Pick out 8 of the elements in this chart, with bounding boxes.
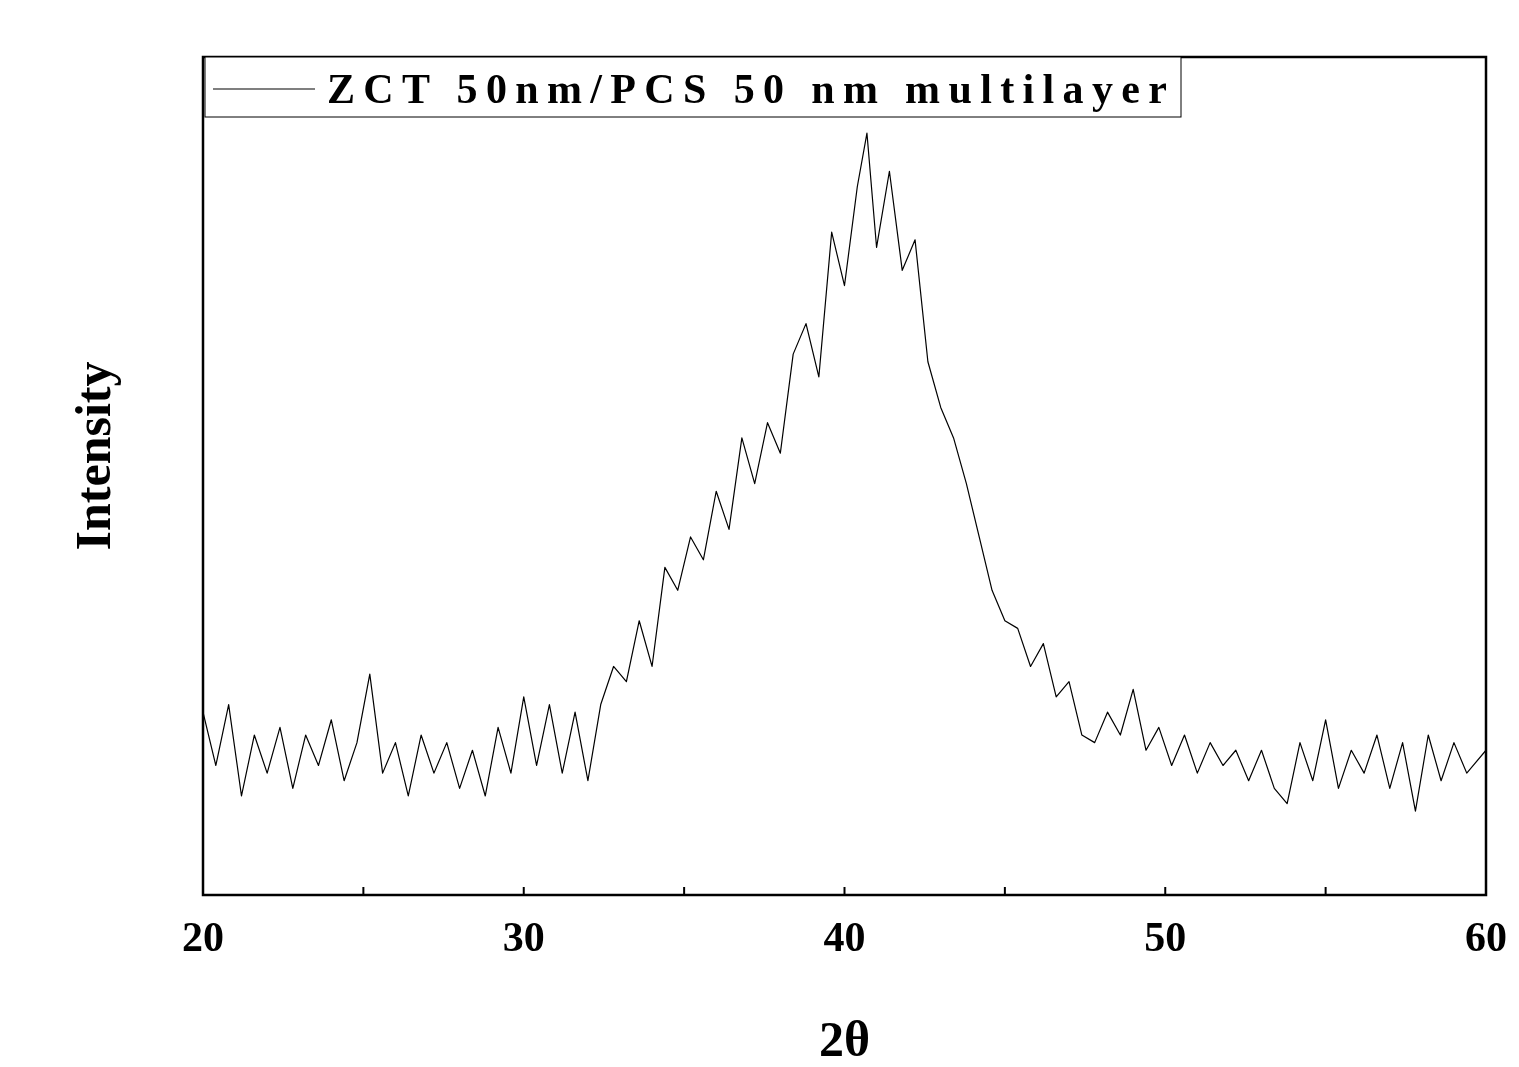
y-axis-title: Intensity [65,361,121,551]
x-tick-label: 60 [1465,914,1507,960]
x-tick-label: 20 [182,914,224,960]
x-tick-label: 50 [1144,914,1187,960]
x-tick-label: 30 [502,914,545,960]
legend-label: ZCT 50nm/PCS 50 nm multilayer [327,66,1167,112]
x-axis-title: 2θ [818,1011,871,1067]
x-tick-label: 40 [823,914,866,960]
